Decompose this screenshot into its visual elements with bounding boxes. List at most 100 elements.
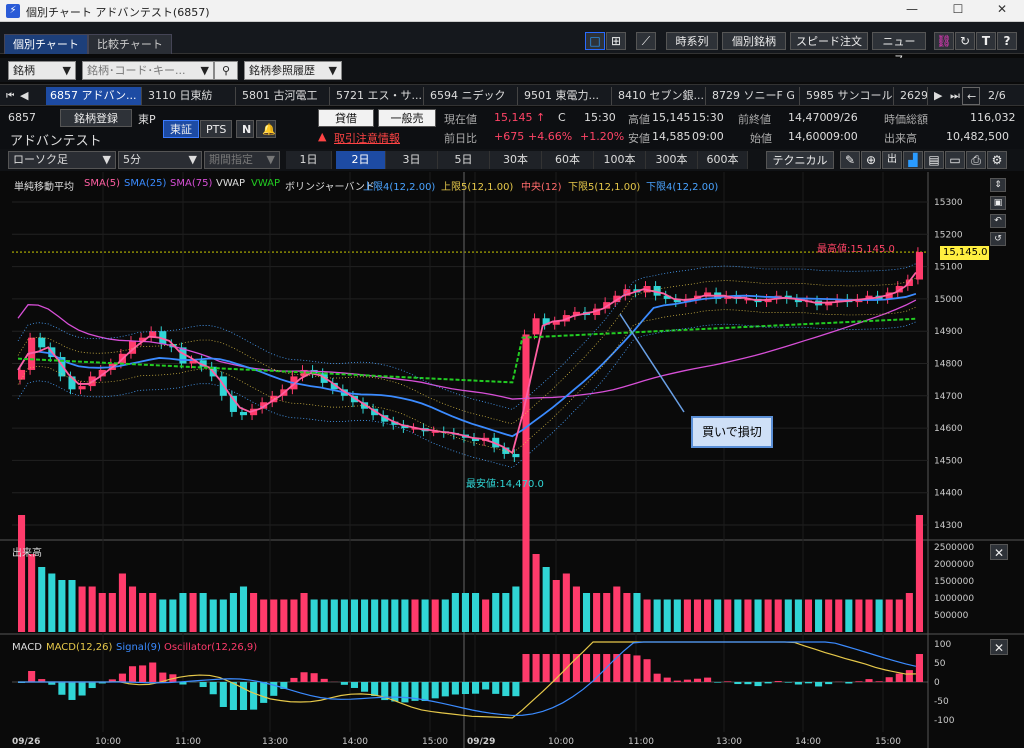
- symbol-tab[interactable]: 3110 日東紡: [144, 87, 236, 105]
- collapse-icon[interactable]: ⇕: [990, 178, 1006, 192]
- chart-type-icon[interactable]: ▟: [903, 151, 923, 169]
- history-select[interactable]: 銘柄参照履歴 ▼: [244, 61, 342, 80]
- symbol-tab[interactable]: 8729 ソニーF G: [708, 87, 800, 105]
- chart-canvas: 15300 15200 15100 15000 14900 14800 14700 14600…: [0, 172, 1024, 748]
- y-tick-label: 15200: [934, 230, 963, 240]
- period-select[interactable]: 期間指定 ▼: [204, 151, 280, 169]
- register-button[interactable]: 銘柄登録: [60, 109, 132, 127]
- legend-sma25[interactable]: SMA(25): [124, 178, 167, 189]
- symbol-tab[interactable]: 6594 ニデック: [426, 87, 518, 105]
- pen-icon[interactable]: ✎: [840, 151, 860, 169]
- tab-individual-chart[interactable]: 個別チャート: [4, 34, 88, 54]
- symbol-tab[interactable]: 5801 古河電工: [238, 87, 330, 105]
- technical-button[interactable]: テクニカル: [766, 151, 834, 169]
- tab-compare-chart[interactable]: 比較チャート: [88, 34, 172, 54]
- maximize-button[interactable]: ☐: [952, 2, 964, 16]
- volume-bar: [885, 599, 893, 632]
- print-icon[interactable]: ⎙: [966, 151, 986, 169]
- oscillator-bar: [159, 672, 167, 682]
- speed-order-button[interactable]: スピード注文: [790, 32, 868, 50]
- symbol-search-input[interactable]: 銘柄･コード･キー... ▼: [82, 61, 214, 80]
- volume-bar: [482, 599, 490, 632]
- legend-vwap-green[interactable]: VWAP: [251, 178, 281, 189]
- legend-sma75[interactable]: SMA(75): [170, 178, 213, 189]
- last-page-icon[interactable]: ⏭: [950, 89, 960, 102]
- close-macd-pane-icon[interactable]: ✕: [990, 639, 1008, 655]
- grid-layout-icon[interactable]: ⊞: [606, 32, 626, 50]
- help-icon[interactable]: ?: [997, 32, 1017, 50]
- undo-icon[interactable]: ↶: [990, 214, 1006, 228]
- oscillator-bar: [280, 682, 288, 689]
- oscillator-bar: [845, 682, 853, 684]
- symbol-tab[interactable]: 6857 アドバン...: [46, 87, 142, 105]
- lock-icon[interactable]: ▣: [990, 196, 1006, 210]
- minimize-button[interactable]: —: [906, 2, 918, 16]
- symbol-tab[interactable]: 5985 サンコール: [802, 87, 894, 105]
- period-60[interactable]: 60本: [542, 151, 594, 169]
- alert-bell-icon[interactable]: 🔔: [256, 120, 276, 138]
- period-100[interactable]: 100本: [594, 151, 646, 169]
- volume-bar: [58, 580, 66, 632]
- next-symbol-icon[interactable]: ▶: [934, 89, 943, 102]
- chevron-down-icon: ▼: [102, 153, 111, 166]
- search-icon[interactable]: ⚲: [214, 61, 238, 80]
- period-600[interactable]: 600本: [698, 151, 748, 169]
- legend-sma5[interactable]: SMA(5): [84, 178, 120, 189]
- chart-type-select[interactable]: ローソク足 ▼: [8, 151, 116, 169]
- volume-bar: [704, 599, 712, 632]
- time-series-button[interactable]: 時系列: [666, 32, 718, 50]
- search-placeholder: 銘柄･コード･キー...: [87, 64, 186, 77]
- volume-toggle-icon[interactable]: 出: [882, 151, 902, 169]
- symbol-tab[interactable]: 2629: [896, 87, 928, 105]
- prev-symbol-icon[interactable]: ◀: [20, 89, 29, 102]
- x-tick-label: 15:00: [875, 737, 901, 747]
- first-page-icon[interactable]: ⏮: [6, 89, 14, 102]
- period-5d[interactable]: 5日: [438, 151, 490, 169]
- oscillator-bar: [815, 682, 823, 687]
- settings-icon[interactable]: ⚙: [987, 151, 1007, 169]
- period-1d[interactable]: 1日: [286, 151, 332, 169]
- caution-link[interactable]: 取引注意情報: [334, 132, 400, 145]
- last-price-label: 15,145.0: [940, 246, 989, 260]
- chart-area[interactable]: 15300 15200 15100 15000 14900 14800 14700 14600…: [0, 172, 1024, 748]
- close-button[interactable]: ✕: [996, 2, 1008, 16]
- prev-close-value: 14,470: [788, 111, 827, 124]
- high-value: 15,145: [652, 111, 691, 124]
- text-icon[interactable]: T: [976, 32, 996, 50]
- legend-vwap[interactable]: VWAP: [216, 178, 246, 189]
- category-select[interactable]: 銘柄 ▼: [8, 61, 76, 80]
- individual-stock-button[interactable]: 個別銘柄: [722, 32, 786, 50]
- news-n-badge[interactable]: N: [236, 120, 254, 138]
- folder-icon[interactable]: ▭: [945, 151, 965, 169]
- volume-bar: [582, 593, 591, 632]
- reset-icon[interactable]: ↺: [990, 232, 1006, 246]
- oscillator-bar: [915, 654, 923, 682]
- legend-bollinger[interactable]: ボリンジャーバンド: [285, 182, 375, 193]
- zoom-icon[interactable]: ⊕: [861, 151, 881, 169]
- sma25-line: [17, 292, 917, 438]
- save-icon[interactable]: ▤: [924, 151, 944, 169]
- period-300[interactable]: 300本: [646, 151, 698, 169]
- interval-select[interactable]: 5分 ▼: [118, 151, 202, 169]
- single-layout-icon[interactable]: □: [585, 32, 605, 50]
- chevron-down-icon: ▼: [328, 64, 337, 77]
- symbol-tab[interactable]: 5721 エス・サ...: [332, 87, 424, 105]
- market-pts-button[interactable]: PTS: [200, 120, 232, 138]
- symbol-tab[interactable]: 8410 セブン銀...: [614, 87, 706, 105]
- volume-bar: [744, 599, 752, 632]
- symbol-tab[interactable]: 9501 東電力...: [520, 87, 612, 105]
- market-tse-button[interactable]: 東証: [163, 120, 199, 138]
- refresh-icon[interactable]: ↻: [955, 32, 975, 50]
- volume-bar: [139, 593, 147, 632]
- period-3d[interactable]: 3日: [386, 151, 438, 169]
- candle: [542, 318, 550, 325]
- period-30[interactable]: 30本: [490, 151, 542, 169]
- volume-bar: [401, 599, 409, 632]
- link-icon[interactable]: ⛓: [934, 32, 954, 50]
- page-back-icon[interactable]: ←: [962, 87, 980, 105]
- period-2d[interactable]: 2日: [336, 151, 386, 169]
- close-volume-pane-icon[interactable]: ✕: [990, 544, 1008, 560]
- draw-tool-icon[interactable]: ⟋: [636, 32, 656, 50]
- news-button[interactable]: ニュース: [872, 32, 926, 66]
- volume-bar: [108, 593, 116, 632]
